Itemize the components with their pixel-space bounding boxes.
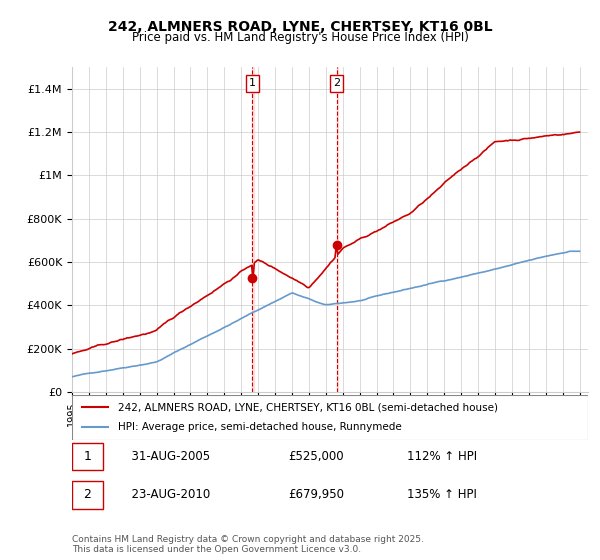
Text: 242, ALMNERS ROAD, LYNE, CHERTSEY, KT16 0BL (semi-detached house): 242, ALMNERS ROAD, LYNE, CHERTSEY, KT16 … <box>118 402 499 412</box>
Bar <box>337 67 338 392</box>
Text: 31-AUG-2005: 31-AUG-2005 <box>124 450 210 463</box>
Text: HPI: Average price, semi-detached house, Runnymede: HPI: Average price, semi-detached house,… <box>118 422 402 432</box>
Text: 112% ↑ HPI: 112% ↑ HPI <box>407 450 478 463</box>
Text: 2: 2 <box>83 488 91 501</box>
Text: 2: 2 <box>333 78 340 88</box>
FancyBboxPatch shape <box>72 481 103 508</box>
Text: £525,000: £525,000 <box>289 450 344 463</box>
Text: 135% ↑ HPI: 135% ↑ HPI <box>407 488 477 501</box>
Text: 242, ALMNERS ROAD, LYNE, CHERTSEY, KT16 0BL: 242, ALMNERS ROAD, LYNE, CHERTSEY, KT16 … <box>107 20 493 34</box>
Text: £679,950: £679,950 <box>289 488 345 501</box>
Text: 1: 1 <box>249 78 256 88</box>
Text: Contains HM Land Registry data © Crown copyright and database right 2025.
This d: Contains HM Land Registry data © Crown c… <box>72 535 424 554</box>
Text: 23-AUG-2010: 23-AUG-2010 <box>124 488 210 501</box>
Bar <box>253 67 254 392</box>
Text: Price paid vs. HM Land Registry's House Price Index (HPI): Price paid vs. HM Land Registry's House … <box>131 31 469 44</box>
FancyBboxPatch shape <box>72 395 588 440</box>
Text: 1: 1 <box>83 450 91 463</box>
FancyBboxPatch shape <box>72 442 103 470</box>
